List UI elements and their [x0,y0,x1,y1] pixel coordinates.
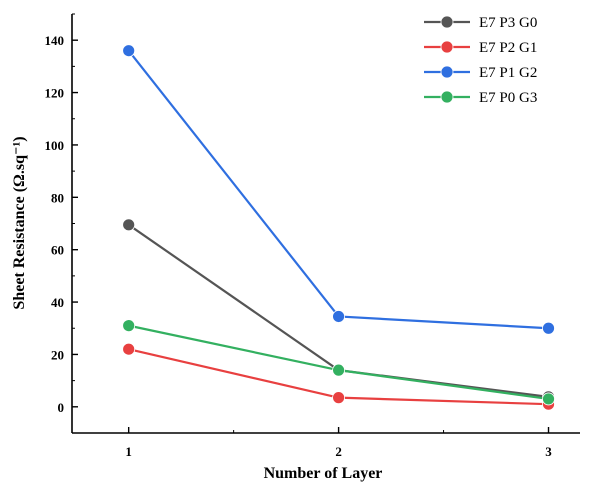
legend-label: E7 P3 G0 [479,15,537,31]
x-axis-title: Number of Layer [264,465,383,482]
data-point [332,363,345,377]
y-tick-label: 100 [45,138,65,153]
series-2 [122,342,555,411]
y-tick-label: 140 [45,33,65,48]
data-point [542,321,555,335]
series-4 [122,319,555,406]
x-tick-label: 1 [125,444,132,459]
legend-swatch-marker [440,65,454,79]
y-tick-label: 60 [51,243,64,258]
data-point [542,392,555,406]
legend-label: E7 P0 G3 [479,90,537,106]
y-tick-label: 40 [51,295,64,310]
y-tick-label: 0 [58,400,65,415]
data-point [332,391,345,405]
x-tick-label: 3 [545,444,552,459]
legend-item: E7 P1 G2 [424,65,537,81]
series-layer [122,44,555,411]
legend-swatch-marker [440,15,454,29]
legend-item: E7 P3 G0 [424,15,537,31]
data-point [122,44,136,58]
legend-swatch-marker [440,90,454,104]
y-axis-title: Sheet Resistance (Ω.sq⁻¹) [11,136,28,309]
legend-swatch-marker [440,40,454,54]
y-tick-label: 20 [51,347,64,362]
axes: 0 20 40 60 80 100 120 140 1 2 3 [45,13,580,459]
y-tick-label: 80 [51,190,64,205]
legend-label: E7 P1 G2 [479,65,537,81]
x-tick-label: 2 [335,444,342,459]
series-3 [122,44,555,335]
data-point [122,319,136,333]
data-point [122,342,136,356]
data-point [332,310,345,323]
legend-item: E7 P0 G3 [424,90,537,106]
legend-label: E7 P2 G1 [479,40,537,56]
legend-item: E7 P2 G1 [424,40,537,56]
y-tick-label: 120 [45,86,65,101]
data-point [122,218,136,232]
legend: E7 P3 G0 E7 P2 G1 E7 P1 G2 E7 P0 G3 [424,15,537,106]
